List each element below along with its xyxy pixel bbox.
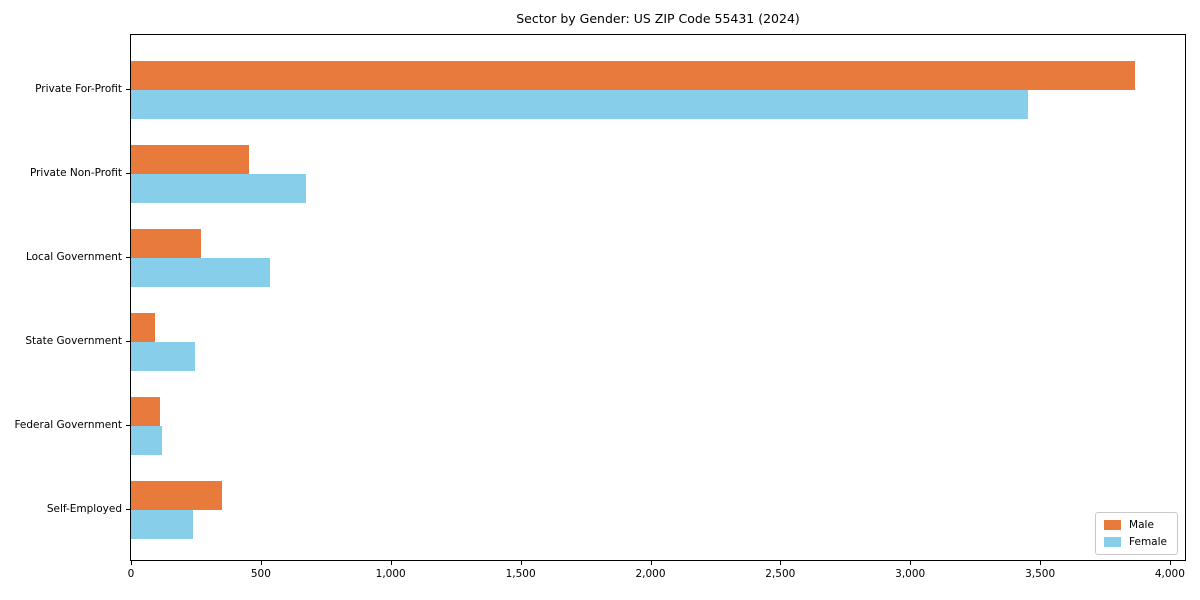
male-bar [131, 396, 161, 426]
legend-swatch-male [1104, 520, 1122, 530]
legend-item: Male [1104, 519, 1167, 531]
male-bar [131, 480, 223, 510]
male-bar [131, 60, 1135, 90]
y-axis-label: Self-Employed [46, 502, 122, 515]
legend-label: Female [1129, 536, 1167, 548]
female-bar [131, 89, 1029, 119]
x-axis-tick [131, 561, 132, 565]
male-bar [131, 144, 250, 174]
y-axis-tick [126, 508, 130, 510]
y-axis-tick [126, 340, 130, 342]
legend: Male Female [1095, 512, 1178, 555]
y-axis-label: Local Government [25, 250, 122, 263]
chart-title: Sector by Gender: US ZIP Code 55431 (202… [516, 11, 800, 26]
plot-area: Male Female [130, 34, 1186, 561]
legend-swatch-female [1104, 537, 1122, 547]
y-axis-tick [126, 256, 130, 258]
x-axis-tick [520, 561, 522, 565]
x-axis-tick [780, 561, 782, 565]
x-axis-tick [1040, 561, 1042, 565]
x-axis-tick [390, 561, 392, 565]
legend-label: Male [1129, 519, 1154, 531]
x-axis-tick-label: 0 [127, 568, 135, 580]
female-bar [131, 341, 195, 371]
y-axis-label: State Government [25, 334, 122, 347]
x-axis-tick [1169, 561, 1171, 565]
y-axis-tick [126, 88, 130, 90]
x-axis-tick-label: 1,000 [375, 568, 406, 580]
x-axis-tick [260, 561, 262, 565]
x-axis-tick [650, 561, 652, 565]
x-axis-tick-label: 2,000 [635, 568, 666, 580]
male-bar [131, 312, 155, 342]
x-axis-tick-label: 4,000 [1154, 568, 1185, 580]
x-axis-tick-label: 3,500 [1025, 568, 1056, 580]
female-bar [131, 257, 270, 287]
female-bar [131, 425, 163, 455]
y-axis-label: Private For-Profit [35, 82, 122, 95]
x-axis-tick [910, 561, 912, 565]
female-bar [131, 509, 194, 539]
female-bar [131, 173, 306, 203]
legend-item: Female [1104, 536, 1167, 548]
x-axis-tick-label: 1,500 [505, 568, 536, 580]
x-axis-tick-label: 3,000 [895, 568, 926, 580]
y-axis-label: Federal Government [14, 418, 122, 431]
y-axis-label: Private Non-Profit [29, 166, 122, 179]
y-axis-tick [126, 172, 130, 174]
y-axis-tick [126, 424, 130, 426]
x-axis-tick-label: 2,500 [765, 568, 796, 580]
x-axis-tick-label: 500 [250, 568, 271, 580]
male-bar [131, 228, 202, 258]
